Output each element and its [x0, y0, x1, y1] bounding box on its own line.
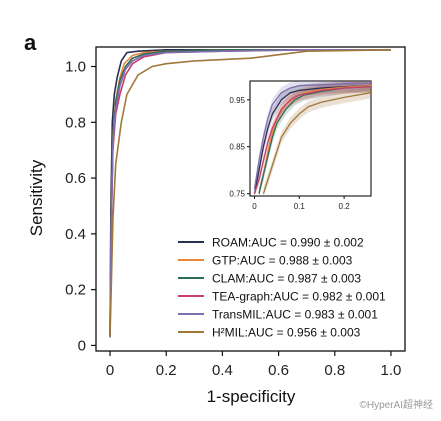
legend-entry-label: GTP:AUC = 0.988 ± 0.003 — [212, 254, 353, 268]
y-tick-label: 0.8 — [65, 114, 86, 131]
roc-line-series-4 — [109, 48, 391, 338]
x-tick-label: 1.0 — [381, 362, 402, 379]
inset-plot-area: 0 0.1 0.2 0.75 0.85 0.95 — [229, 80, 372, 211]
inset-frame — [249, 80, 372, 197]
x-tick-label: 0.6 — [268, 362, 289, 379]
inset-x-tick-label: 0 — [252, 202, 257, 211]
x-axis-label: 1-specificity — [207, 387, 296, 406]
watermark: ©HyperAI超神经 — [359, 400, 434, 411]
panel-label: a — [24, 30, 37, 55]
legend-entry-label: TransMIL:AUC = 0.983 ± 0.001 — [212, 308, 378, 322]
inset-y-tick-label: 0.95 — [229, 96, 245, 105]
legend-entry-label: CLAM:AUC = 0.987 ± 0.003 — [212, 272, 361, 286]
inset-y-tick-label: 0.85 — [229, 143, 245, 152]
inset-roc-line-3 — [253, 85, 372, 194]
inset-roc-line-4 — [253, 82, 372, 190]
x-tick-label: 0.4 — [212, 362, 233, 379]
y-tick-label: 0.6 — [65, 170, 86, 187]
legend-entry-label: H²MIL:AUC = 0.956 ± 0.003 — [212, 326, 361, 340]
y-axis-label: Sensitivity — [27, 159, 46, 236]
y-tick-label: 1.0 — [65, 59, 86, 76]
inset-confidence-band-2 — [259, 81, 371, 196]
y-tick-label: 0 — [78, 337, 86, 354]
legend: ROAM:AUC = 0.990 ± 0.002 GTP:AUC = 0.988 … — [178, 236, 386, 340]
roc-line-series-5 — [109, 49, 392, 338]
x-tick-label: 0 — [106, 362, 114, 379]
inset-x-tick-label: 0.1 — [294, 202, 306, 211]
inset-confidence-band-3 — [254, 81, 371, 196]
inset-y-tick-label: 0.75 — [229, 190, 245, 199]
inset-x-tick-label: 0.2 — [339, 202, 351, 211]
main-plot-area: 0 0.2 0.4 0.6 0.8 1.0 0 0.2 0.4 0.6 0.8 1.0 — [65, 46, 406, 379]
y-tick-label: 0.4 — [65, 226, 86, 243]
y-tick-label: 0.2 — [65, 282, 86, 299]
main-plot-frame — [95, 46, 406, 352]
x-tick-label: 0.2 — [156, 362, 177, 379]
inset-confidence-band-5 — [263, 87, 371, 196]
inset-roc-line-0 — [253, 85, 372, 194]
legend-entry-label: TEA-graph:AUC = 0.982 ± 0.001 — [212, 290, 386, 304]
inset-roc-line-5 — [262, 92, 372, 194]
x-tick-label: 0.8 — [324, 362, 345, 379]
legend-entry-label: ROAM:AUC = 0.990 ± 0.002 — [212, 236, 364, 250]
